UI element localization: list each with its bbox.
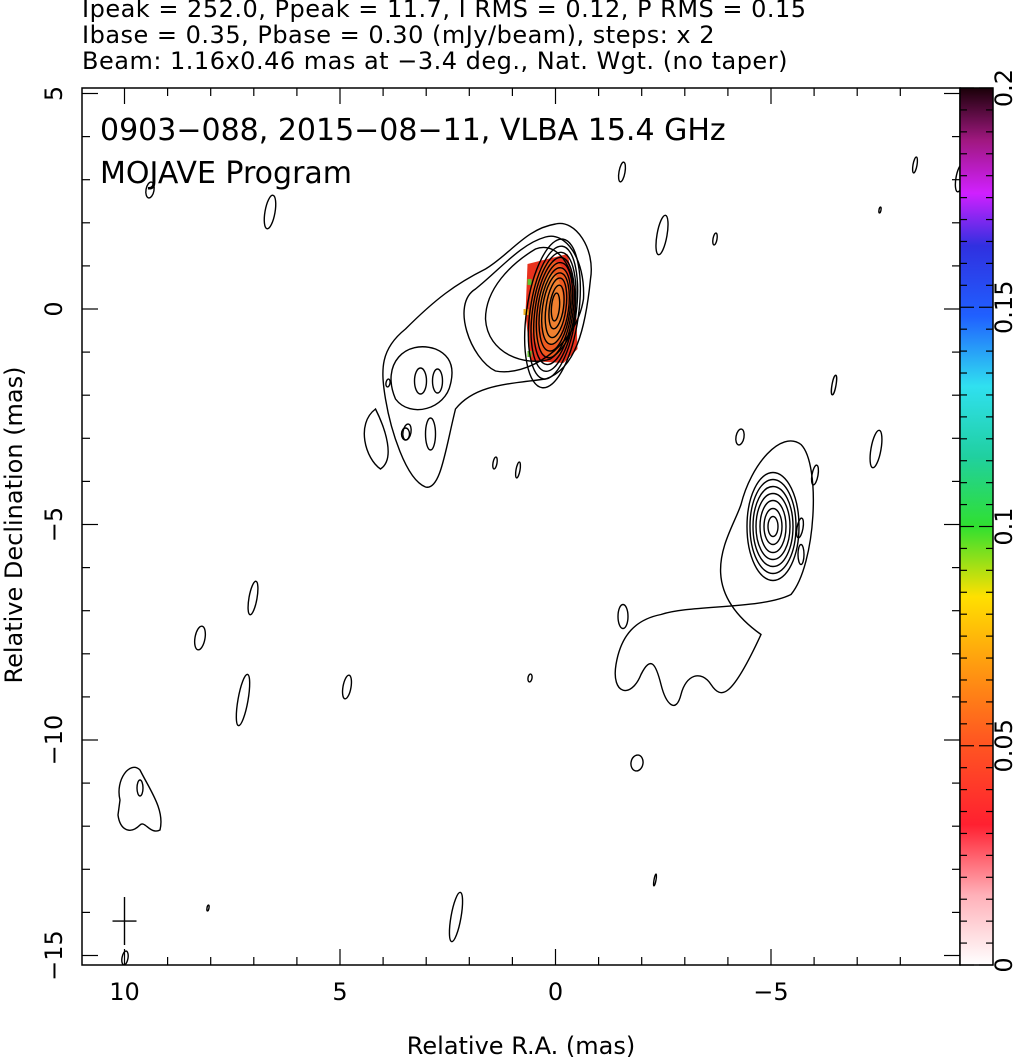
colorbar-tick-label: 0.2 bbox=[990, 69, 1018, 107]
knot-contour bbox=[763, 507, 783, 546]
noise-contour bbox=[385, 378, 391, 388]
x-tick-label: −5 bbox=[753, 978, 788, 1006]
plot-subtitle: MOJAVE Program bbox=[100, 156, 352, 191]
colorbar-tick-label: 0.1 bbox=[990, 507, 1018, 545]
knot-outer-contour bbox=[614, 440, 814, 707]
core-contour bbox=[540, 272, 571, 345]
knot-contour bbox=[752, 485, 794, 568]
knot-contour bbox=[797, 543, 805, 566]
header-line-1: Ipeak = 252.0, Ppeak = 11.7, I RMS = 0.1… bbox=[82, 0, 807, 23]
knot-contour bbox=[767, 515, 779, 538]
noise-contour bbox=[795, 517, 805, 539]
noise-contour bbox=[193, 625, 207, 651]
core-contour bbox=[544, 277, 568, 339]
knot-contour bbox=[746, 471, 800, 582]
x-tick-label: 0 bbox=[548, 978, 563, 1006]
noise-contour bbox=[652, 873, 658, 887]
y-tick-label: −5 bbox=[40, 507, 68, 542]
knot-contour bbox=[617, 603, 629, 630]
noise-contour bbox=[878, 206, 882, 214]
noise-contour bbox=[655, 214, 669, 256]
noise-contour bbox=[514, 461, 522, 479]
noise-contour bbox=[492, 456, 498, 470]
colorbar-tick-label: 0.15 bbox=[990, 281, 1018, 334]
plot-title: 0903−088, 2015−08−11, VLBA 15.4 GHz bbox=[100, 113, 726, 148]
axis-ticks bbox=[82, 88, 960, 965]
noise-contour bbox=[617, 161, 627, 183]
jet-knot-contour bbox=[431, 368, 444, 394]
x-tick-label: 5 bbox=[332, 978, 347, 1006]
core-contour bbox=[538, 267, 572, 352]
noise-contour bbox=[206, 904, 210, 912]
noise-contour bbox=[630, 754, 644, 772]
plot-frame bbox=[81, 87, 961, 966]
jet-knot-contour bbox=[413, 367, 428, 395]
noise-contour bbox=[341, 674, 353, 700]
contours bbox=[112, 156, 960, 965]
map-content bbox=[112, 156, 960, 965]
noise-contour bbox=[402, 423, 412, 441]
knot-contour bbox=[759, 499, 787, 554]
noise-contour bbox=[136, 779, 144, 797]
core-contour bbox=[550, 292, 561, 322]
core-contour bbox=[548, 284, 565, 330]
noise-contour bbox=[117, 766, 162, 832]
jet-knot-contour bbox=[424, 417, 437, 451]
core-fill-green-pixel bbox=[527, 279, 532, 285]
noise-contour bbox=[263, 194, 277, 230]
noise-contour bbox=[911, 156, 919, 174]
axis-tick-labels: 10 5 0 −5 5 0 −5 −10 −15 bbox=[40, 86, 789, 1006]
noise-contour bbox=[712, 232, 718, 246]
noise-contour bbox=[448, 891, 464, 943]
knot-contour bbox=[755, 492, 791, 561]
header-line-2: Ibase = 0.35, Pbase = 0.30 (mJy/beam), s… bbox=[82, 21, 716, 49]
colorbar-ticks bbox=[960, 87, 993, 966]
noise-contour bbox=[527, 673, 533, 683]
y-tick-label: −15 bbox=[40, 930, 68, 981]
y-tick-label: 0 bbox=[40, 301, 68, 316]
noise-contour bbox=[145, 181, 155, 199]
x-axis-label: Relative R.A. (mas) bbox=[407, 1032, 635, 1060]
jet-knot-contour bbox=[363, 407, 389, 470]
x-tick-label: 10 bbox=[109, 978, 140, 1006]
y-tick-label: 5 bbox=[40, 86, 68, 101]
y-tick-label: −10 bbox=[40, 715, 68, 766]
colorbar-tick-label: 0.05 bbox=[990, 719, 1018, 772]
jet-contour bbox=[484, 246, 577, 362]
noise-contour bbox=[830, 374, 838, 396]
noise-contour bbox=[121, 950, 129, 965]
jet-knot-contour bbox=[390, 346, 453, 411]
core-contour bbox=[535, 261, 574, 359]
knot-contour bbox=[749, 478, 797, 575]
jet-outer-contour bbox=[382, 222, 592, 488]
noise-contour bbox=[247, 580, 259, 616]
colorbar-tick-labels: 0 0.05 0.1 0.15 0.2 bbox=[990, 69, 1018, 973]
jet-contour bbox=[463, 235, 585, 373]
noise-contour bbox=[810, 464, 820, 486]
noise-contour bbox=[735, 428, 745, 446]
noise-contour bbox=[869, 429, 883, 469]
y-axis-label: Relative Declination (mas) bbox=[0, 366, 28, 683]
noise-contour bbox=[235, 673, 251, 727]
noise-contour bbox=[954, 163, 960, 193]
header-line-3: Beam: 1.16x0.46 mas at −3.4 deg., Nat. W… bbox=[82, 47, 788, 75]
colorbar-tick-label: 0 bbox=[990, 957, 1018, 972]
